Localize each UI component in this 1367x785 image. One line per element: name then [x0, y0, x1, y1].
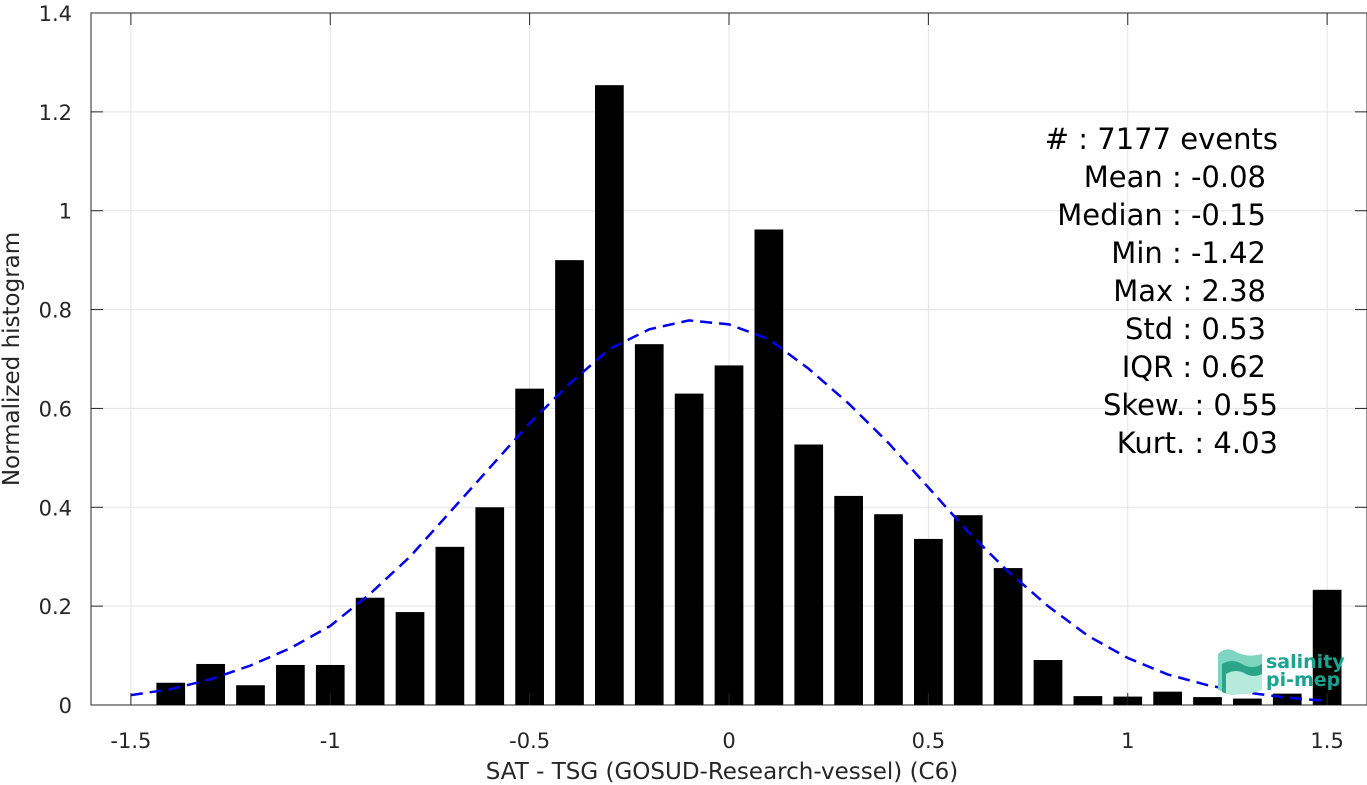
histogram-bar	[634, 344, 664, 705]
y-tick-label: 0.8	[39, 299, 72, 323]
histogram-bar	[435, 546, 465, 705]
y-tick-label: 0.2	[39, 595, 72, 619]
x-tick-label: 1.5	[1310, 729, 1343, 753]
histogram-bar	[395, 612, 425, 705]
histogram-bar	[595, 85, 624, 705]
x-tick-label: -0.5	[509, 729, 550, 753]
histogram-bar	[674, 393, 704, 705]
stat-line: Min : -1.42	[1111, 236, 1266, 270]
y-axis-label: Normalized histogram	[0, 232, 25, 486]
histogram-bar	[794, 444, 824, 705]
grid-lines	[91, 12, 1367, 706]
stat-line: Mean : -0.08	[1084, 160, 1266, 194]
stat-line: Skew. : 0.55	[1103, 388, 1278, 422]
histogram-bar	[555, 260, 584, 705]
salinity-pimep-logo: salinity pi-mep	[1218, 649, 1345, 695]
stat-line: Std : 0.53	[1125, 312, 1266, 346]
stat-line: Median : -0.15	[1057, 198, 1266, 232]
y-tick-label: 0	[59, 694, 72, 718]
histogram-bar	[714, 365, 744, 705]
histogram-bar	[355, 597, 385, 705]
histogram-bar	[1033, 660, 1063, 705]
stat-line: # : 7177 events	[1045, 122, 1278, 156]
x-tick-label: 0.5	[912, 729, 945, 753]
histogram-bar	[993, 568, 1023, 705]
histogram-bar	[515, 388, 544, 705]
y-tick-label: 1	[59, 200, 72, 224]
x-tick-label: 1	[1121, 729, 1134, 753]
y-tick-label: 1.2	[39, 101, 72, 125]
x-tick-label: -1.5	[110, 729, 151, 753]
x-axis-label: SAT - TSG (GOSUD-Research-vessel) (C6)	[486, 759, 958, 785]
histogram-bar	[834, 495, 863, 705]
histogram-bar	[276, 664, 305, 705]
y-tick-label: 0.4	[39, 496, 72, 520]
histogram-bar	[914, 538, 943, 705]
y-tick-label: 0.6	[39, 397, 72, 421]
x-tick-labels: -1.5 -1 -0.5 0 0.5 1 1.5	[110, 729, 1343, 753]
logo-text-salinity: salinity	[1266, 651, 1345, 673]
y-tick-label: 1.4	[39, 2, 72, 26]
x-tick-label: 0	[722, 729, 735, 753]
statistics-box: # : 7177 events Mean : -0.08 Median : -0.1…	[1045, 122, 1278, 460]
gaussian-fit-curve	[130, 319, 1328, 703]
histogram-bar	[156, 682, 186, 705]
logo-text-pimep: pi-mep	[1266, 669, 1340, 691]
histogram-bar	[1153, 691, 1182, 705]
histogram-bar	[1272, 693, 1302, 705]
x-tick-label: -1	[320, 729, 341, 753]
histogram-bar	[754, 229, 784, 706]
histogram-bar	[1233, 698, 1262, 705]
stat-line: IQR : 0.62	[1122, 350, 1266, 384]
histogram-bar	[475, 507, 505, 705]
histogram-bar	[196, 663, 225, 705]
y-tick-labels: 0 0.2 0.4 0.6 0.8 1 1.2 1.4	[39, 2, 72, 718]
histogram-bar	[1073, 696, 1103, 705]
histogram-bar	[874, 514, 903, 705]
histogram-bars	[156, 85, 1342, 706]
stat-line: Max : 2.38	[1113, 274, 1266, 308]
axis-ticks	[91, 12, 1367, 706]
histogram-bar	[953, 515, 983, 705]
histogram-bar	[1312, 589, 1342, 705]
stat-line: Kurt. : 4.03	[1117, 426, 1278, 460]
histogram-bar	[236, 685, 265, 705]
logo-icon	[1218, 649, 1262, 695]
histogram-bar	[1193, 697, 1222, 705]
